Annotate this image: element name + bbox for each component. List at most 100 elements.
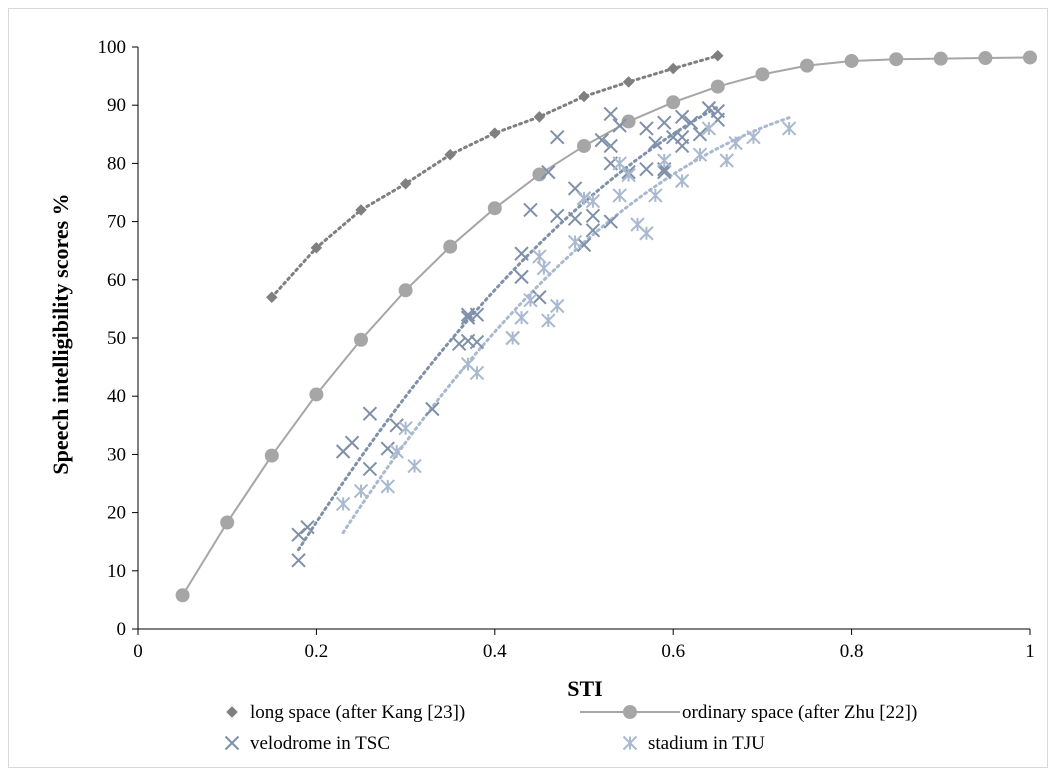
legend-label-1: ordinary space (after Zhu [22]) — [682, 702, 917, 723]
series-2-point — [300, 519, 315, 535]
series-2-point — [362, 406, 378, 421]
series-3-point — [389, 444, 404, 459]
series-0-point — [711, 49, 724, 62]
series-3-point — [380, 479, 395, 494]
series-3-point — [353, 483, 369, 499]
y-tick-label: 30 — [107, 444, 126, 465]
series-2-trendline — [297, 105, 720, 552]
series-3-trendline — [341, 116, 791, 535]
y-tick-label: 40 — [107, 386, 126, 407]
series-2-point — [657, 164, 672, 180]
series-3-point — [514, 310, 529, 325]
x-axis-title: STI — [567, 676, 602, 701]
y-tick-label: 20 — [107, 503, 126, 524]
series-2-point — [692, 127, 708, 142]
series-3-point — [407, 458, 422, 474]
series-3-point — [585, 194, 601, 209]
series-2-point — [674, 109, 690, 125]
series-0-point — [355, 204, 367, 216]
x-tick-label: 0 — [133, 641, 143, 662]
legend-label-2: velodrome in TSC — [250, 733, 390, 754]
series-2-point — [674, 138, 690, 154]
series-3-point — [648, 188, 663, 203]
series-3-point — [657, 153, 672, 168]
y-axis-title: Speech intelligibility scores % — [48, 193, 73, 474]
series-3-point — [523, 292, 538, 308]
series-3-point — [612, 188, 627, 203]
series-1-point — [309, 387, 324, 402]
x-tick-label: 0.8 — [840, 641, 864, 662]
series-2-point — [576, 237, 592, 253]
series-2-point — [683, 115, 699, 130]
series-2-point — [291, 553, 306, 568]
series-3-point — [505, 330, 520, 346]
series-2-point — [585, 208, 601, 223]
y-tick-label: 60 — [107, 270, 126, 291]
series-0-point — [533, 110, 546, 123]
series-0-point — [399, 177, 412, 190]
y-tick-label: 70 — [107, 212, 126, 233]
series-2-point — [469, 307, 485, 322]
series-2-point — [362, 461, 378, 477]
series-0-point — [488, 127, 501, 139]
series-1-point — [800, 58, 814, 73]
legend-marker-3 — [622, 735, 638, 751]
series-1-point — [933, 51, 948, 66]
series-2-point — [469, 334, 485, 350]
series-1-line — [181, 56, 1031, 596]
series-3-point — [335, 496, 351, 512]
series-3-point — [701, 121, 717, 136]
series-1-point — [621, 114, 636, 129]
legend-marker-2 — [224, 735, 240, 751]
series-2-point — [612, 118, 627, 133]
series-2-point — [425, 401, 440, 417]
series-3-point — [746, 130, 761, 145]
series-2-point — [701, 100, 717, 116]
legend: long space (after Kang [23]) ordinary spa… — [224, 702, 917, 754]
legend-label-0: long space (after Kang [23]) — [250, 702, 465, 723]
series-0-point — [444, 148, 457, 161]
series-0-point — [310, 241, 323, 254]
series-1-point — [264, 448, 279, 463]
series-2-point — [639, 121, 654, 136]
series-3-point — [719, 153, 734, 168]
trendlines — [181, 54, 1031, 596]
legend-label-3: stadium in TJU — [648, 733, 765, 754]
series-1-point — [487, 201, 502, 216]
series-1-point — [577, 138, 591, 153]
series-3-point — [692, 147, 708, 162]
series-1-point — [889, 52, 904, 67]
series-1-point — [532, 167, 547, 182]
y-tick-label: 100 — [98, 37, 127, 58]
x-tick-label: 0.2 — [305, 641, 329, 662]
series-0-point — [578, 90, 590, 103]
series-3-point — [576, 191, 592, 206]
series-1-point — [1023, 50, 1037, 65]
series-3-point — [781, 121, 797, 136]
y-tick-label: 50 — [107, 328, 126, 349]
series-0-point — [622, 76, 635, 88]
y-tick-label: 0 — [117, 619, 127, 640]
series-2-point — [657, 115, 672, 130]
series-1-point — [220, 515, 235, 530]
series-2-point — [550, 130, 565, 145]
series-3-point — [469, 365, 485, 381]
series-3-point — [674, 173, 690, 189]
series-1-point — [710, 79, 725, 94]
series-3-point — [728, 135, 743, 151]
y-tick-label: 80 — [107, 153, 126, 174]
series-2-point — [380, 441, 395, 456]
series-0-point — [667, 62, 680, 75]
series-3-point — [621, 167, 636, 183]
series-2-point — [603, 214, 618, 229]
series-3-point — [612, 156, 627, 171]
series-3-point — [398, 421, 413, 436]
series-2-point — [389, 418, 404, 433]
x-tick-label: 1 — [1025, 641, 1035, 662]
series-3-point — [532, 249, 547, 264]
series-1-point — [175, 588, 190, 603]
x-tick-label: 0.4 — [483, 641, 507, 662]
